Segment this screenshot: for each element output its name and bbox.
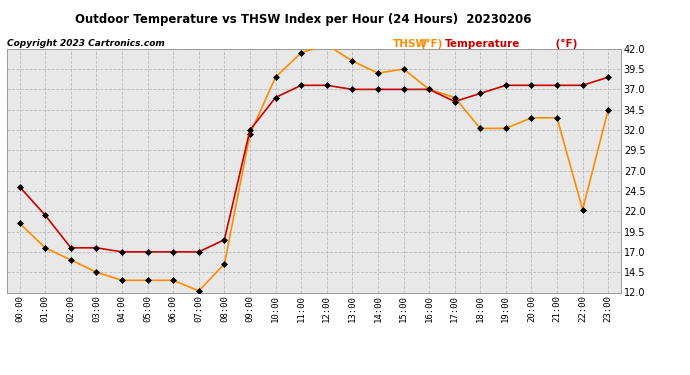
Text: Outdoor Temperature vs THSW Index per Hour (24 Hours)  20230206: Outdoor Temperature vs THSW Index per Ho… [75, 13, 532, 26]
Text: (°F): (°F) [417, 39, 443, 50]
Text: Copyright 2023 Cartronics.com: Copyright 2023 Cartronics.com [7, 39, 165, 48]
Text: (°F): (°F) [552, 39, 578, 50]
Text: THSW: THSW [393, 39, 428, 50]
Text: Temperature: Temperature [445, 39, 520, 50]
